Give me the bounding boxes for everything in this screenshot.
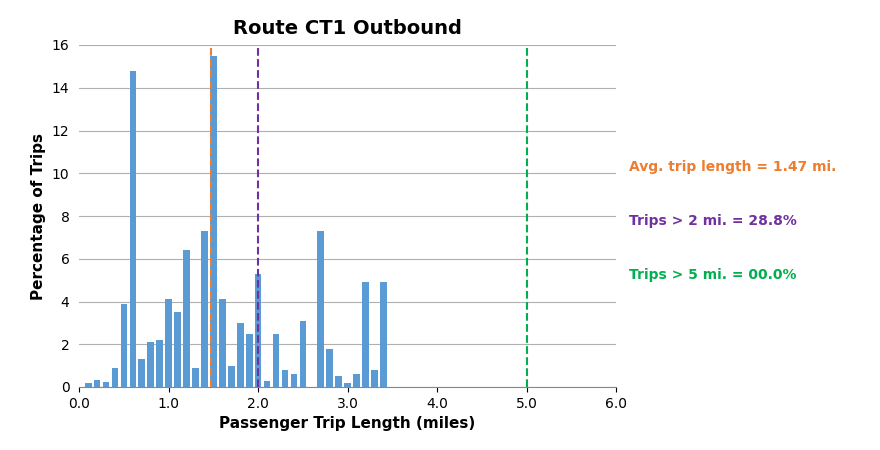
Bar [210,56,216,387]
Text: Trips > 2 mi. = 28.8%: Trips > 2 mi. = 28.8% [629,214,797,228]
Bar [157,340,163,387]
Bar [237,323,244,387]
Bar [363,282,369,387]
Bar [148,342,154,387]
Title: Route CT1 Outbound: Route CT1 Outbound [233,19,462,38]
Bar [290,374,297,387]
Bar [273,333,279,387]
Bar [264,381,270,387]
Bar [318,231,324,387]
X-axis label: Passenger Trip Length (miles): Passenger Trip Length (miles) [219,416,476,431]
Bar [219,299,225,387]
Text: Avg. trip length = 1.47 mi.: Avg. trip length = 1.47 mi. [629,160,837,174]
Bar [326,348,333,387]
Bar [112,368,118,387]
Bar [138,359,145,387]
Bar [103,382,109,387]
Bar [335,376,342,387]
Bar [202,231,208,387]
Bar [129,71,136,387]
Bar [299,321,306,387]
Bar [174,312,181,387]
Bar [255,274,261,387]
Bar [165,299,172,387]
Bar [84,382,92,387]
Bar [371,370,378,387]
Bar [353,374,360,387]
Bar [344,382,351,387]
Bar [246,333,253,387]
Bar [94,379,100,387]
Bar [228,365,235,387]
Bar [380,282,386,387]
Bar [282,370,289,387]
Text: Trips > 5 mi. = 00.0%: Trips > 5 mi. = 00.0% [629,268,796,282]
Bar [121,304,128,387]
Y-axis label: Percentage of Trips: Percentage of Trips [31,132,46,300]
Bar [192,368,199,387]
Bar [183,250,190,387]
